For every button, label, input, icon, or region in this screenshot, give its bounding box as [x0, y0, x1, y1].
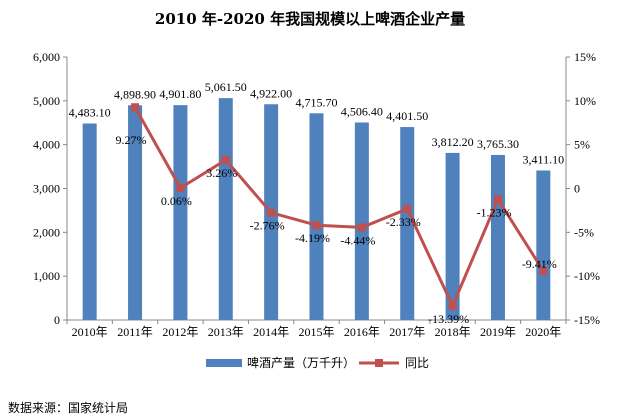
line-marker [539, 266, 548, 275]
line-data-label: 3.26% [206, 166, 237, 180]
bar [218, 98, 233, 321]
left-axis-tick-label: 3,000 [33, 182, 60, 196]
left-axis-tick-label: 2,000 [33, 225, 60, 239]
bar-data-label: 4,901.80 [159, 87, 201, 101]
line-marker [131, 103, 140, 112]
chart-title: 2010 年-2020 年我国规模以上啤酒企业产量 [155, 10, 465, 28]
line-marker [221, 155, 230, 164]
left-axis-tick-label: 1,000 [33, 269, 60, 283]
line-data-label: -2.76% [250, 219, 285, 233]
line-marker [357, 223, 366, 232]
bar [536, 170, 551, 320]
x-axis-tick-label: 2017年 [389, 325, 425, 339]
x-axis-tick-label: 2014年 [253, 325, 289, 339]
bar-data-label: 4,898.90 [114, 87, 156, 101]
line-marker [403, 204, 412, 213]
right-axis-tick-label: 10% [574, 94, 596, 108]
legend-line-marker [375, 359, 383, 367]
line-series [131, 103, 548, 310]
left-axis-tick-label: 5,000 [33, 94, 60, 108]
line-data-label: -1.23% [476, 205, 511, 219]
line-data-label: -9.41% [522, 257, 557, 271]
bar-data-label: 4,715.70 [296, 95, 338, 109]
right-axis-tick-label: -10% [574, 269, 600, 283]
right-axis-tick-label: -15% [574, 313, 600, 327]
right-axis-tick-label: 5% [574, 138, 590, 152]
x-axis-tick-label: 2015年 [298, 325, 334, 339]
x-axis-tick-label: 2019年 [480, 325, 516, 339]
bar [173, 105, 188, 321]
line-data-label: 0.06% [161, 194, 192, 208]
x-axis-tick-label: 2010年 [72, 325, 108, 339]
bar-data-label: 3,765.30 [477, 137, 519, 151]
line-path [133, 106, 545, 308]
source-note: 数据来源：国家统计局 [8, 401, 129, 415]
bar-data-label: 3,411.10 [523, 152, 565, 166]
bar-data-label: 3,812.20 [432, 135, 474, 149]
x-axis-tick-label: 2018年 [435, 325, 471, 339]
x-axis-tick-label: 2020年 [525, 325, 561, 339]
bar [490, 154, 505, 320]
line-data-label: -4.19% [295, 231, 330, 245]
bar-data-label: 4,922.00 [250, 86, 292, 100]
line-marker [312, 221, 321, 230]
right-axis-tick-label: 15% [574, 50, 596, 64]
left-axis-tick-label: 6,000 [33, 50, 60, 64]
x-axis-tick-label: 2012年 [162, 325, 198, 339]
line-marker [176, 183, 185, 192]
line-marker [493, 195, 502, 204]
bar [309, 113, 324, 320]
bar [82, 123, 97, 320]
line-data-label: 9.27% [116, 133, 147, 147]
left-axis-tick-label: 4,000 [33, 138, 60, 152]
x-axis-tick-label: 2011年 [117, 325, 153, 339]
bar-data-label: 4,401.50 [386, 109, 428, 123]
legend-line-label: 同比 [405, 356, 429, 370]
line-data-label: -2.33% [386, 215, 421, 229]
right-axis-tick-label: 0 [574, 182, 580, 196]
bar-data-label: 5,061.50 [205, 80, 247, 94]
line-marker [448, 301, 457, 310]
legend-bar-swatch [206, 359, 242, 367]
x-axis-tick-label: 2013年 [208, 325, 244, 339]
line-data-labels: 9.27% 0.06% 3.26% -2.76% -4.19% -4.44% -2.33% -… [116, 133, 557, 326]
bar-data-labels: 4,483.104,898.90 4,901.80 5,061.50 4,922.00… [69, 80, 564, 166]
line-data-label: -4.44% [340, 233, 375, 247]
right-axis-tick-label: -5% [574, 225, 594, 239]
x-axis-tick-label: 2016年 [344, 325, 380, 339]
bar [354, 122, 369, 320]
bar-data-label: 4,483.10 [69, 105, 111, 119]
legend: 啤酒产量（万千升） 同比 [206, 355, 429, 370]
line-data-label: -13.39% [428, 312, 469, 326]
axes: 0 1,000 2,000 3,000 4,000 5,000 6,000 -15% -10% -… [33, 50, 600, 339]
bar [445, 152, 460, 320]
legend-bar-label: 啤酒产量（万千升） [247, 355, 355, 370]
bar [400, 127, 415, 320]
bar [128, 105, 143, 320]
bar-data-label: 4,506.40 [341, 104, 383, 118]
line-marker [267, 208, 276, 217]
left-axis-tick-label: 0 [54, 313, 60, 327]
